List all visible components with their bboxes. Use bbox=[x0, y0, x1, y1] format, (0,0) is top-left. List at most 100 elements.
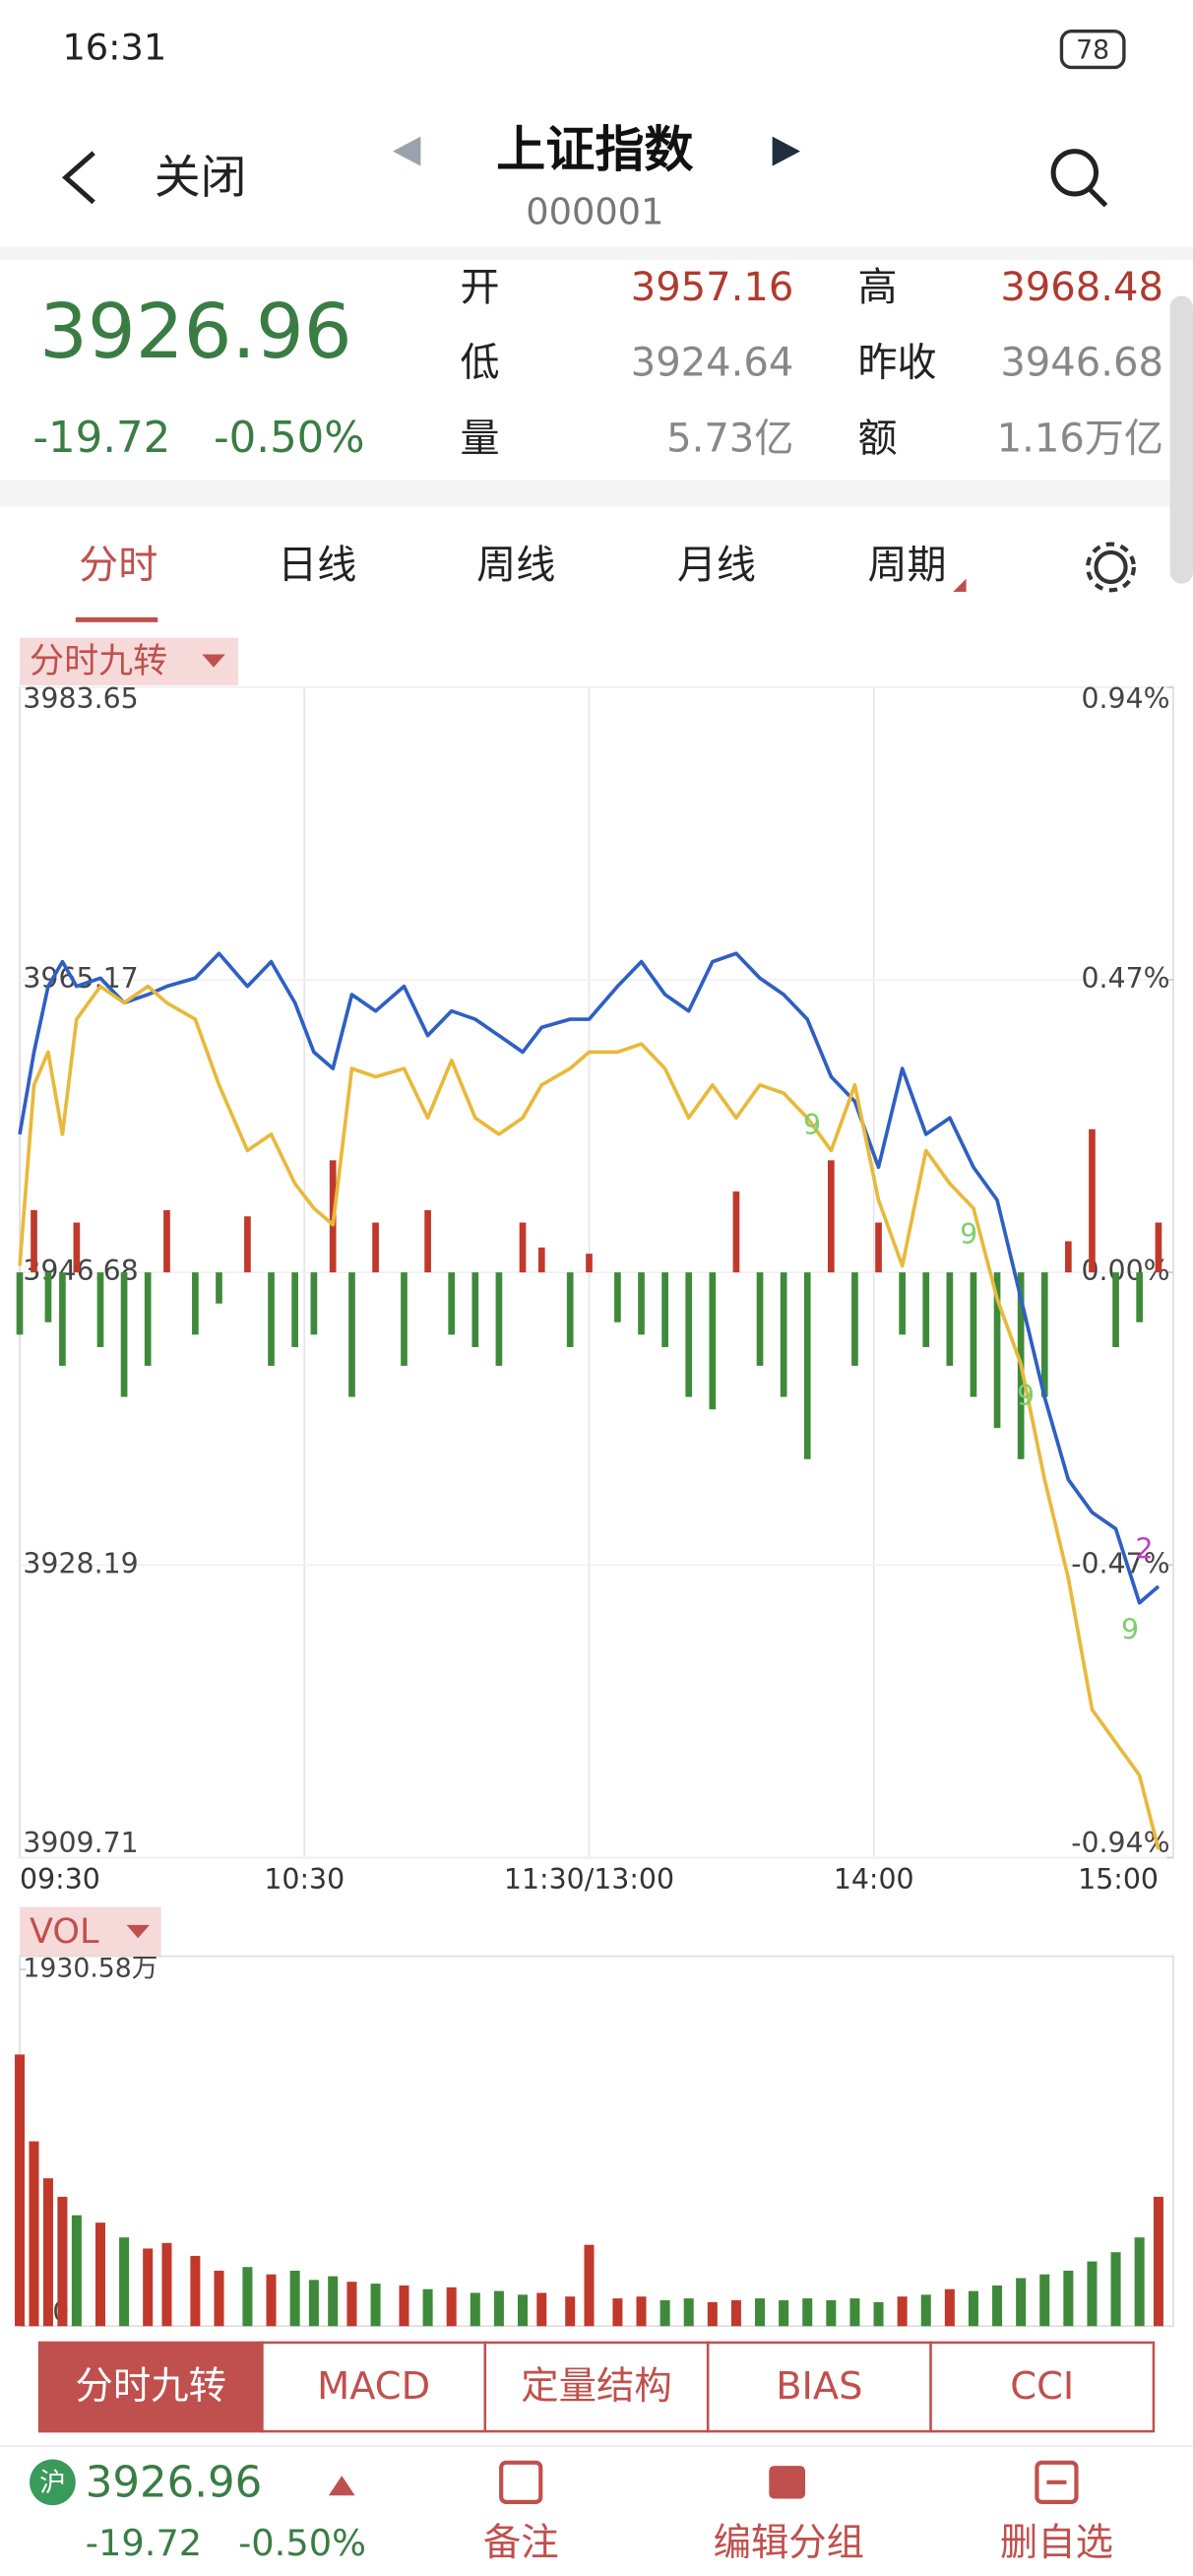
dropdown-arrow bbox=[126, 1924, 150, 1939]
breadth-bar bbox=[16, 1272, 24, 1335]
annotation: 9 bbox=[1121, 1614, 1139, 1646]
x-tick-label: 14:00 bbox=[834, 1863, 914, 1896]
divider bbox=[0, 480, 1193, 507]
volume-chart: 01930.58万 bbox=[15, 1953, 1174, 2327]
indicator-tab-label: 分时九转 bbox=[76, 2364, 227, 2409]
breadth-bar bbox=[614, 1272, 621, 1322]
breadth-bar bbox=[993, 1272, 1001, 1429]
breadth-bar bbox=[120, 1272, 128, 1397]
divider bbox=[0, 246, 1193, 260]
volume-bar bbox=[968, 2290, 978, 2327]
prev-icon[interactable] bbox=[392, 136, 421, 166]
volume-bar bbox=[1110, 2252, 1121, 2327]
price-line bbox=[18, 951, 1161, 1605]
footer-change: -19.72 bbox=[86, 2522, 202, 2564]
market-badge bbox=[30, 2459, 76, 2506]
indicator-tab-label: BIAS bbox=[776, 2364, 862, 2409]
settings-icon[interactable] bbox=[1094, 549, 1128, 585]
breadth-bar bbox=[144, 1272, 152, 1366]
next-icon[interactable] bbox=[772, 136, 801, 166]
breadth-bar bbox=[970, 1272, 977, 1397]
breadth-bar bbox=[709, 1272, 717, 1410]
breadth-bar bbox=[59, 1272, 66, 1366]
volume-bar bbox=[849, 2298, 860, 2327]
dropdown-corner bbox=[953, 578, 967, 592]
volume-bar bbox=[1087, 2261, 1098, 2327]
footer-change-pct: -0.50% bbox=[238, 2522, 366, 2564]
search-icon[interactable] bbox=[1050, 149, 1099, 197]
field-value: 3957.16 bbox=[631, 265, 794, 310]
volume-bar bbox=[944, 2288, 955, 2327]
breadth-bar bbox=[827, 1160, 835, 1273]
annotation: 9 bbox=[803, 1109, 821, 1141]
breadth-bar bbox=[268, 1272, 275, 1366]
volume-bar bbox=[920, 2294, 931, 2327]
breadth-bar bbox=[424, 1209, 431, 1273]
breadth-bar bbox=[519, 1222, 527, 1273]
volume-bar bbox=[119, 2237, 130, 2327]
indicator-dropdown[interactable] bbox=[20, 637, 239, 686]
volume-bar bbox=[730, 2299, 741, 2327]
volume-bar bbox=[826, 2299, 837, 2327]
period-tab[interactable]: 周线 bbox=[476, 543, 555, 588]
search-handle bbox=[1088, 187, 1108, 208]
volume-bar bbox=[707, 2301, 718, 2327]
price: 3926.96 bbox=[39, 289, 352, 376]
breadth-bar bbox=[448, 1272, 456, 1335]
indicator-tab[interactable] bbox=[706, 2341, 932, 2433]
breadth-bar bbox=[537, 1247, 545, 1273]
breadth-bar bbox=[586, 1254, 593, 1273]
volume-bar bbox=[1063, 2270, 1074, 2327]
volume-bar bbox=[94, 2222, 105, 2327]
volume-bar bbox=[897, 2296, 908, 2327]
footer-action[interactable]: 删自选 bbox=[1000, 2521, 1113, 2565]
settings-gear bbox=[1086, 542, 1136, 593]
field-label: 额 bbox=[857, 416, 897, 461]
x-tick-label: 15:00 bbox=[1078, 1863, 1159, 1896]
breadth-bar bbox=[471, 1272, 479, 1348]
y-tick-label: 3983.65 bbox=[23, 682, 138, 715]
volume-bar bbox=[346, 2282, 357, 2327]
footer bbox=[0, 2446, 1193, 2576]
period-tab[interactable]: 分时 bbox=[79, 543, 157, 588]
period-tab[interactable]: 日线 bbox=[278, 543, 356, 588]
breadth-bar bbox=[495, 1272, 503, 1366]
breadth-bar bbox=[31, 1209, 37, 1273]
field-value: 3924.64 bbox=[631, 341, 794, 386]
battery-level: 78 bbox=[1076, 34, 1109, 65]
indicator-tabs: 分时九转 MACD 定量结构 BIAS CCI bbox=[37, 2341, 1156, 2433]
indicator-tab-label: MACD bbox=[317, 2364, 430, 2409]
volume-bar bbox=[755, 2298, 766, 2327]
change-pct: -0.50% bbox=[214, 414, 365, 463]
field-value: 3946.68 bbox=[1000, 341, 1163, 386]
y-tick-label: 1930.58万 bbox=[23, 1953, 157, 1983]
volume-bar bbox=[612, 2298, 623, 2327]
breadth-bar bbox=[1112, 1272, 1119, 1348]
expand-icon[interactable] bbox=[328, 2476, 355, 2496]
indicator-tab[interactable] bbox=[929, 2341, 1156, 2433]
close-button[interactable]: 关闭 bbox=[155, 152, 246, 205]
breadth-bar bbox=[566, 1272, 574, 1348]
volume-bar bbox=[15, 2054, 26, 2327]
indicator-tab[interactable] bbox=[483, 2341, 710, 2433]
side-handle bbox=[1169, 295, 1193, 584]
volume-bar bbox=[308, 2280, 319, 2327]
footer-action[interactable]: 备注 bbox=[483, 2521, 559, 2565]
x-tick-label: 10:30 bbox=[264, 1863, 345, 1896]
volume-bar bbox=[29, 2141, 39, 2327]
note-icon bbox=[499, 2460, 543, 2504]
annotation: 9 bbox=[960, 1218, 977, 1251]
volume-bar bbox=[636, 2296, 647, 2327]
clock: 16:31 bbox=[62, 27, 166, 69]
field-value: 1.16万亿 bbox=[997, 416, 1163, 461]
period-tab[interactable]: 周期 bbox=[867, 543, 946, 588]
volume-bar bbox=[565, 2296, 576, 2327]
indicator-tab-label: CCI bbox=[1010, 2364, 1074, 2409]
period-tab[interactable]: 月线 bbox=[677, 543, 756, 588]
x-tick-label: 09:30 bbox=[20, 1863, 100, 1896]
price-chart: 09:30 10:30 11:30/13:00 14:00 15:00 3909.71 39… bbox=[16, 682, 1174, 1896]
indicator-tab[interactable] bbox=[37, 2341, 264, 2433]
back-icon[interactable] bbox=[61, 151, 95, 205]
footer-action[interactable]: 编辑分组 bbox=[714, 2521, 865, 2565]
